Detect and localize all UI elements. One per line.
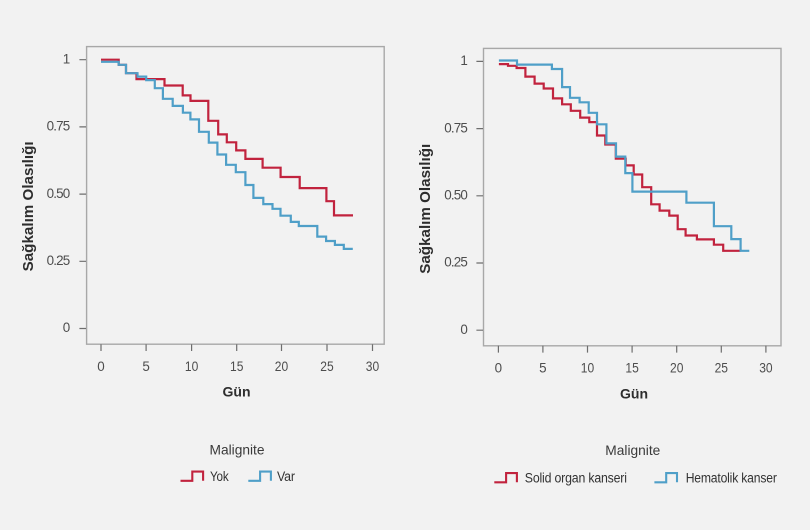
svg-text:5: 5 <box>539 360 546 375</box>
svg-text:25: 25 <box>715 360 728 375</box>
svg-text:0: 0 <box>460 322 467 337</box>
svg-text:15: 15 <box>230 359 243 374</box>
svg-text:Gün: Gün <box>620 385 648 401</box>
svg-text:0: 0 <box>63 320 70 335</box>
svg-text:0.50: 0.50 <box>47 186 71 201</box>
svg-text:15: 15 <box>625 360 638 375</box>
svg-text:0.50: 0.50 <box>444 188 468 203</box>
svg-text:Malignite: Malignite <box>210 441 265 457</box>
svg-text:0.25: 0.25 <box>444 255 468 270</box>
svg-text:25: 25 <box>320 359 333 374</box>
svg-text:Sağkalım Olasılığı: Sağkalım Olasılığı <box>418 144 434 274</box>
svg-text:0.75: 0.75 <box>444 120 468 135</box>
svg-text:20: 20 <box>275 359 288 374</box>
svg-text:Sağkalım Olasılığı: Sağkalım Olasılığı <box>21 141 37 271</box>
svg-text:30: 30 <box>759 360 772 375</box>
svg-text:10: 10 <box>581 360 594 375</box>
svg-text:10: 10 <box>185 359 198 374</box>
svg-text:30: 30 <box>366 359 379 374</box>
svg-text:0.25: 0.25 <box>47 253 71 268</box>
svg-text:0: 0 <box>97 359 104 374</box>
svg-text:5: 5 <box>142 359 149 374</box>
svg-text:1: 1 <box>460 53 467 68</box>
svg-text:20: 20 <box>670 360 683 375</box>
svg-text:0: 0 <box>495 360 502 375</box>
svg-text:0.75: 0.75 <box>47 119 71 134</box>
svg-text:Var: Var <box>277 469 295 484</box>
svg-text:Malignite: Malignite <box>605 442 660 458</box>
svg-text:Yok: Yok <box>210 469 229 484</box>
svg-text:Hematolik kanser: Hematolik kanser <box>686 471 778 486</box>
svg-text:1: 1 <box>63 51 70 66</box>
svg-text:Solid organ kanseri: Solid organ kanseri <box>525 471 627 486</box>
svg-text:Gün: Gün <box>223 384 251 400</box>
